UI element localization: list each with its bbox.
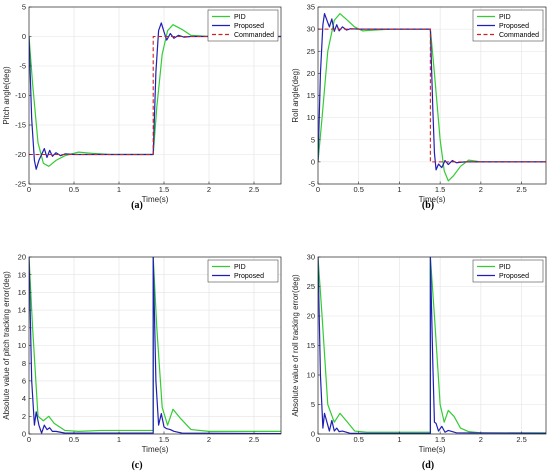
y-tick-label: 10 [307, 113, 315, 122]
y-axis-label: Absolute value of pitch tracking error(d… [2, 271, 11, 420]
legend-label-proposed: Proposed [499, 273, 529, 280]
y-tick-label: 25 [307, 282, 315, 291]
x-tick-label: 1.5 [435, 435, 445, 444]
chart-panel-1: 0 0.5 1 1.5 2 2.5 -25 -20 -15 -10 -5 0 5 Time(s) Pitch… [2, 3, 282, 211]
x-tick-label: 0 [316, 435, 320, 444]
x-tick-label: 2.5 [249, 435, 259, 444]
legend-label-proposed: Proposed [234, 273, 264, 280]
legend-label-pid: PID [499, 14, 511, 21]
y-tick-label: -25 [15, 180, 26, 189]
y-tick-label: 10 [307, 371, 315, 380]
x-tick-label: 2 [479, 435, 483, 444]
y-tick-label: 5 [311, 135, 315, 144]
x-tick-label: 1 [397, 435, 401, 444]
y-tick-label: 20 [307, 312, 315, 321]
y-axis-label: Roll angle(deg) [291, 68, 300, 123]
legend-label-pid: PID [499, 264, 511, 271]
panel-caption: (c) [131, 460, 142, 471]
y-tick-label: 4 [22, 394, 26, 403]
x-tick-label: 0.5 [69, 185, 79, 194]
x-tick-label: 1 [117, 185, 121, 194]
y-tick-label: 35 [307, 3, 315, 12]
x-tick-label: 0 [27, 435, 31, 444]
legend: PID Proposed Commanded [472, 9, 544, 42]
panel-caption: (d) [422, 460, 434, 471]
y-tick-label: 15 [307, 341, 315, 350]
y-tick-label: -15 [15, 121, 26, 130]
x-tick-label: 1 [397, 185, 401, 194]
y-tick-label: 8 [22, 359, 26, 368]
y-tick-label: 30 [307, 253, 315, 262]
legend: PID Proposed Commanded [207, 9, 279, 42]
legend-label-commanded: Commanded [234, 32, 274, 39]
y-tick-label: 0 [311, 430, 315, 439]
y-tick-label: 0 [22, 430, 26, 439]
y-tick-label: 10 [18, 341, 26, 350]
y-tick-label: 20 [307, 69, 315, 78]
x-axis-label: Time(s) [419, 445, 446, 454]
x-axis-label: Time(s) [142, 195, 169, 204]
series-line-commanded [318, 28, 546, 163]
chart-panel-2: 0 0.5 1 1.5 2 2.5-505101520253035Time(s)Roll … [291, 3, 547, 211]
y-tick-label: 30 [307, 25, 315, 34]
y-tick-label: 18 [18, 270, 26, 279]
y-tick-label: 15 [307, 91, 315, 100]
x-tick-label: 0.5 [353, 435, 363, 444]
series-line-proposed [318, 13, 546, 171]
legend: PID Proposed [472, 259, 544, 283]
legend-box [207, 259, 279, 283]
y-tick-label: -5 [308, 180, 315, 189]
x-tick-label: 0 [316, 185, 320, 194]
y-tick-label: 12 [18, 323, 26, 332]
panel-caption: (b) [422, 200, 434, 211]
y-tick-label: 0 [22, 32, 26, 41]
legend-label-commanded: Commanded [499, 32, 539, 39]
y-tick-label: 20 [18, 253, 26, 262]
y-axis-label: Pitch angle(deg) [2, 66, 11, 125]
y-tick-label: 0 [311, 157, 315, 166]
chart-panel-3: 0 0.5 1 1.5 2 2.5 0 2 4 6 8 10 12 14 16 18 20 Time(s) Abso… [2, 253, 282, 471]
x-tick-label: 2.5 [516, 185, 526, 194]
y-tick-label: -10 [15, 91, 26, 100]
y-tick-label: 2 [22, 412, 26, 421]
legend-label-proposed: Proposed [234, 23, 264, 30]
x-tick-label: 2 [207, 435, 211, 444]
x-tick-label: 0 [27, 185, 31, 194]
x-tick-label: 0.5 [69, 435, 79, 444]
legend-box [472, 259, 544, 283]
y-tick-label: 5 [22, 3, 26, 12]
panel-caption: (a) [131, 200, 143, 211]
y-tick-label: 25 [307, 47, 315, 56]
x-tick-label: 1.5 [159, 185, 169, 194]
x-tick-label: 2.5 [516, 435, 526, 444]
legend: PID Proposed [207, 259, 279, 283]
y-tick-label: -20 [15, 150, 26, 159]
x-tick-label: 2.5 [249, 185, 259, 194]
x-tick-label: 1.5 [159, 435, 169, 444]
chart-panel-4: 0 0.5 1 1.5 2 2.5 0 5 10 15 20 25 30 Time(s) Absolute … [291, 253, 547, 471]
y-tick-label: 14 [18, 306, 26, 315]
y-tick-label: -5 [19, 62, 26, 71]
y-tick-label: 6 [22, 377, 26, 386]
legend-label-proposed: Proposed [499, 23, 529, 30]
y-tick-label: 16 [18, 288, 26, 297]
x-tick-label: 2 [479, 185, 483, 194]
x-axis-label: Time(s) [419, 195, 446, 204]
x-tick-label: 0.5 [353, 185, 363, 194]
y-tick-label: 5 [311, 400, 315, 409]
x-tick-label: 1 [117, 435, 121, 444]
y-axis-label: Absolute value of roll tracking error(de… [291, 274, 300, 417]
legend-label-pid: PID [234, 264, 246, 271]
x-axis-label: Time(s) [142, 445, 169, 454]
legend-label-pid: PID [234, 14, 246, 21]
x-tick-label: 1.5 [435, 185, 445, 194]
x-tick-label: 2 [207, 185, 211, 194]
